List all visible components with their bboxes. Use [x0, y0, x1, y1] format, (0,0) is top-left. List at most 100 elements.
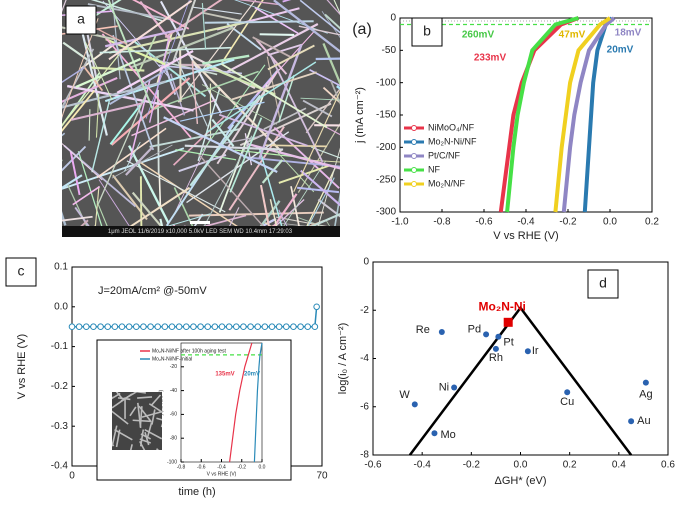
sem-fiber — [274, 199, 305, 226]
x-tick-label: -0.4 — [414, 460, 432, 471]
series-line — [553, 16, 612, 213]
series-marker — [175, 323, 183, 331]
y-tick-label: -300 — [376, 207, 396, 218]
sem-fiber — [77, 151, 103, 226]
annotation: 233mV — [474, 53, 507, 64]
panel-label: a — [77, 11, 85, 27]
sem-rod — [117, 397, 131, 401]
annotation: 18mV — [615, 28, 642, 39]
series-line — [505, 16, 580, 213]
x-tick-label: -1.0 — [391, 217, 409, 228]
sem-fiber — [138, 35, 157, 73]
sem-fiber — [236, 0, 281, 6]
highlight-point — [503, 317, 513, 327]
series-marker — [268, 323, 276, 331]
sem-fibers — [0, 0, 350, 350]
sem-fiber — [282, 227, 317, 350]
series-marker — [240, 323, 247, 331]
series-marker — [82, 323, 90, 331]
y-tick-label: -4 — [360, 353, 369, 364]
sem-rod — [156, 417, 162, 421]
x-tick-label: -0.6 — [475, 217, 493, 228]
sem-fiber — [158, 174, 162, 207]
sem-fiber — [179, 101, 265, 122]
sem-fiber — [322, 86, 340, 104]
legend-marker — [411, 181, 417, 187]
x-axis-label: time (h) — [178, 486, 215, 498]
data-point — [438, 328, 445, 335]
sem-fiber — [322, 43, 340, 87]
panel-label-box — [587, 269, 619, 299]
series-line — [253, 342, 263, 463]
sem-fiber — [131, 191, 163, 226]
sem-fiber — [184, 144, 284, 151]
series-marker — [204, 323, 212, 331]
sem-fiber — [125, 146, 154, 176]
sem-fiber — [278, 74, 295, 123]
sem-fiber — [273, 147, 315, 193]
inset-annotation: 135mV — [215, 372, 234, 378]
x-tick-label: 0.2 — [645, 217, 659, 228]
sem-fiber — [126, 160, 226, 213]
sem-fiber — [202, 54, 250, 65]
series-line — [561, 16, 616, 213]
y-tick-label: -2 — [360, 305, 369, 316]
sem-fiber — [300, 169, 340, 207]
sem-fiber — [269, 199, 278, 226]
sem-fiber — [104, 27, 184, 48]
sem-rod — [151, 409, 156, 425]
sem-fiber — [145, 0, 190, 119]
sem-fiber — [108, 0, 193, 61]
inset-sem-rods — [112, 392, 162, 450]
sem-fiber — [310, 213, 340, 226]
series-marker — [190, 323, 197, 331]
sem-fiber — [273, 193, 298, 226]
sem-rod — [133, 392, 147, 394]
sem-fiber — [179, 48, 182, 102]
sem-fiber — [189, 94, 262, 187]
sem-fiber — [326, 0, 340, 16]
sem-fiber — [0, 203, 54, 235]
sem-caption-bar — [62, 226, 340, 237]
sem-rod — [112, 425, 118, 447]
series-marker — [168, 323, 176, 331]
sem-fiber — [128, 145, 170, 224]
sem-fiber — [203, 135, 253, 226]
sem-fiber — [197, 88, 221, 161]
sem-fiber — [259, 184, 270, 226]
sem-fiber — [62, 18, 99, 118]
x-axis-label: V vs RHE (V) — [493, 230, 558, 242]
sem-caption: 1μm JEOL 11/6/2019 x10,000 5.0kV LED SEM… — [108, 229, 293, 235]
legend-marker — [411, 125, 417, 131]
sem-fiber — [229, 207, 240, 226]
sem-rod — [129, 444, 133, 450]
point-label: Au — [637, 415, 650, 427]
sem-fiber — [74, 206, 90, 226]
sem-fiber — [275, 216, 328, 226]
point-label: Pd — [468, 323, 481, 335]
sem-fiber — [80, 43, 115, 70]
legend-label: Mo₂N-Ni/NF after 100h aging test — [152, 348, 227, 354]
sem-fiber — [173, 239, 194, 285]
sem-fiber — [343, 83, 350, 124]
series-marker — [247, 323, 254, 331]
panel-label: b — [423, 23, 431, 39]
legend-label: Mo₂N/NF — [428, 178, 465, 188]
sem-fiber — [317, 147, 340, 226]
x-axis-label: ΔGH* (eV) — [495, 475, 547, 487]
series-marker — [75, 323, 83, 331]
sem-rod — [112, 393, 133, 409]
x-axis-label: V vs RHE (V) — [207, 471, 237, 477]
y-tick-label: -0.3 — [51, 421, 69, 432]
series-marker — [68, 323, 76, 331]
series-marker — [282, 323, 290, 331]
sem-fiber — [311, 146, 340, 159]
inset-annotation: 20mV — [244, 372, 260, 378]
sem-fiber — [309, 68, 340, 87]
series-marker — [97, 323, 104, 331]
x-tick-label: -0.4 — [517, 217, 535, 228]
sem-fiber — [159, 218, 164, 226]
sem-fiber — [193, 213, 204, 226]
sem-fiber — [75, 57, 142, 89]
